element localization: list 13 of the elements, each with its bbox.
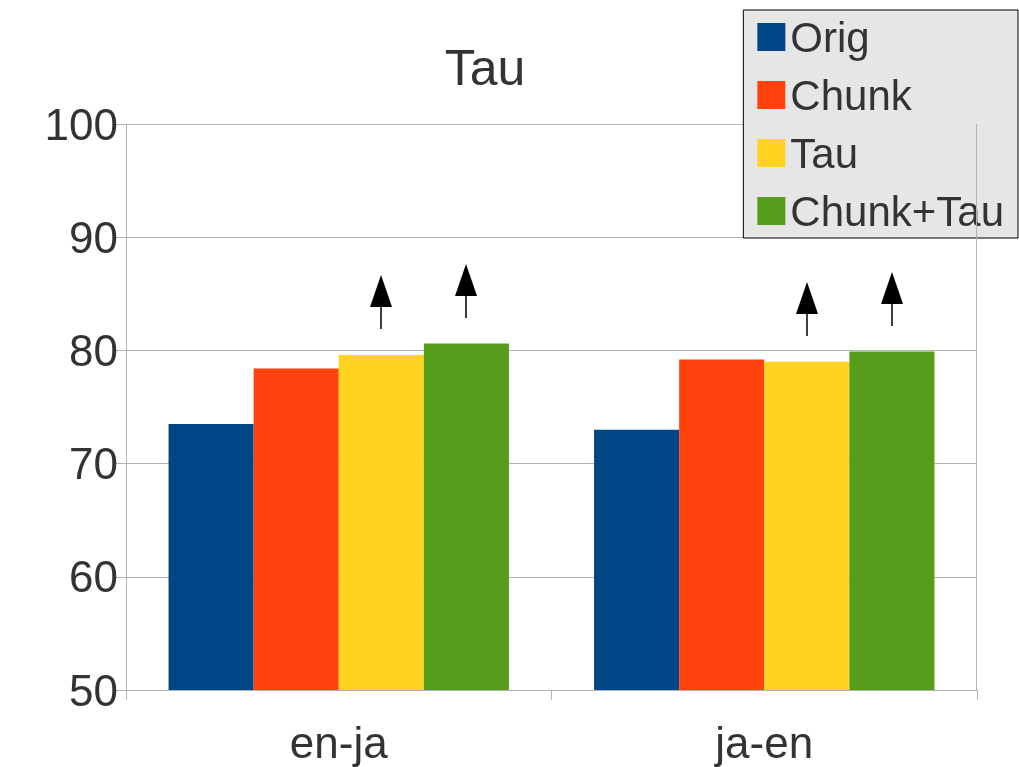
y-tick-label: 80	[69, 325, 118, 375]
y-tick-label: 50	[69, 665, 118, 715]
legend-label: Orig	[790, 13, 870, 61]
legend-label: Tau	[790, 129, 859, 177]
x-tick-label: en-ja	[289, 717, 389, 767]
y-tick-label: 70	[69, 439, 118, 489]
x-tick-label: ja-en	[713, 717, 814, 767]
legend-label: Chunk+Tau	[790, 187, 1005, 235]
legend-label: Chunk	[790, 71, 913, 119]
y-tick-label: 100	[44, 99, 118, 149]
y-tick-label: 90	[69, 212, 118, 262]
chart-title: Tau	[444, 40, 526, 96]
y-tick-label: 60	[69, 552, 118, 602]
